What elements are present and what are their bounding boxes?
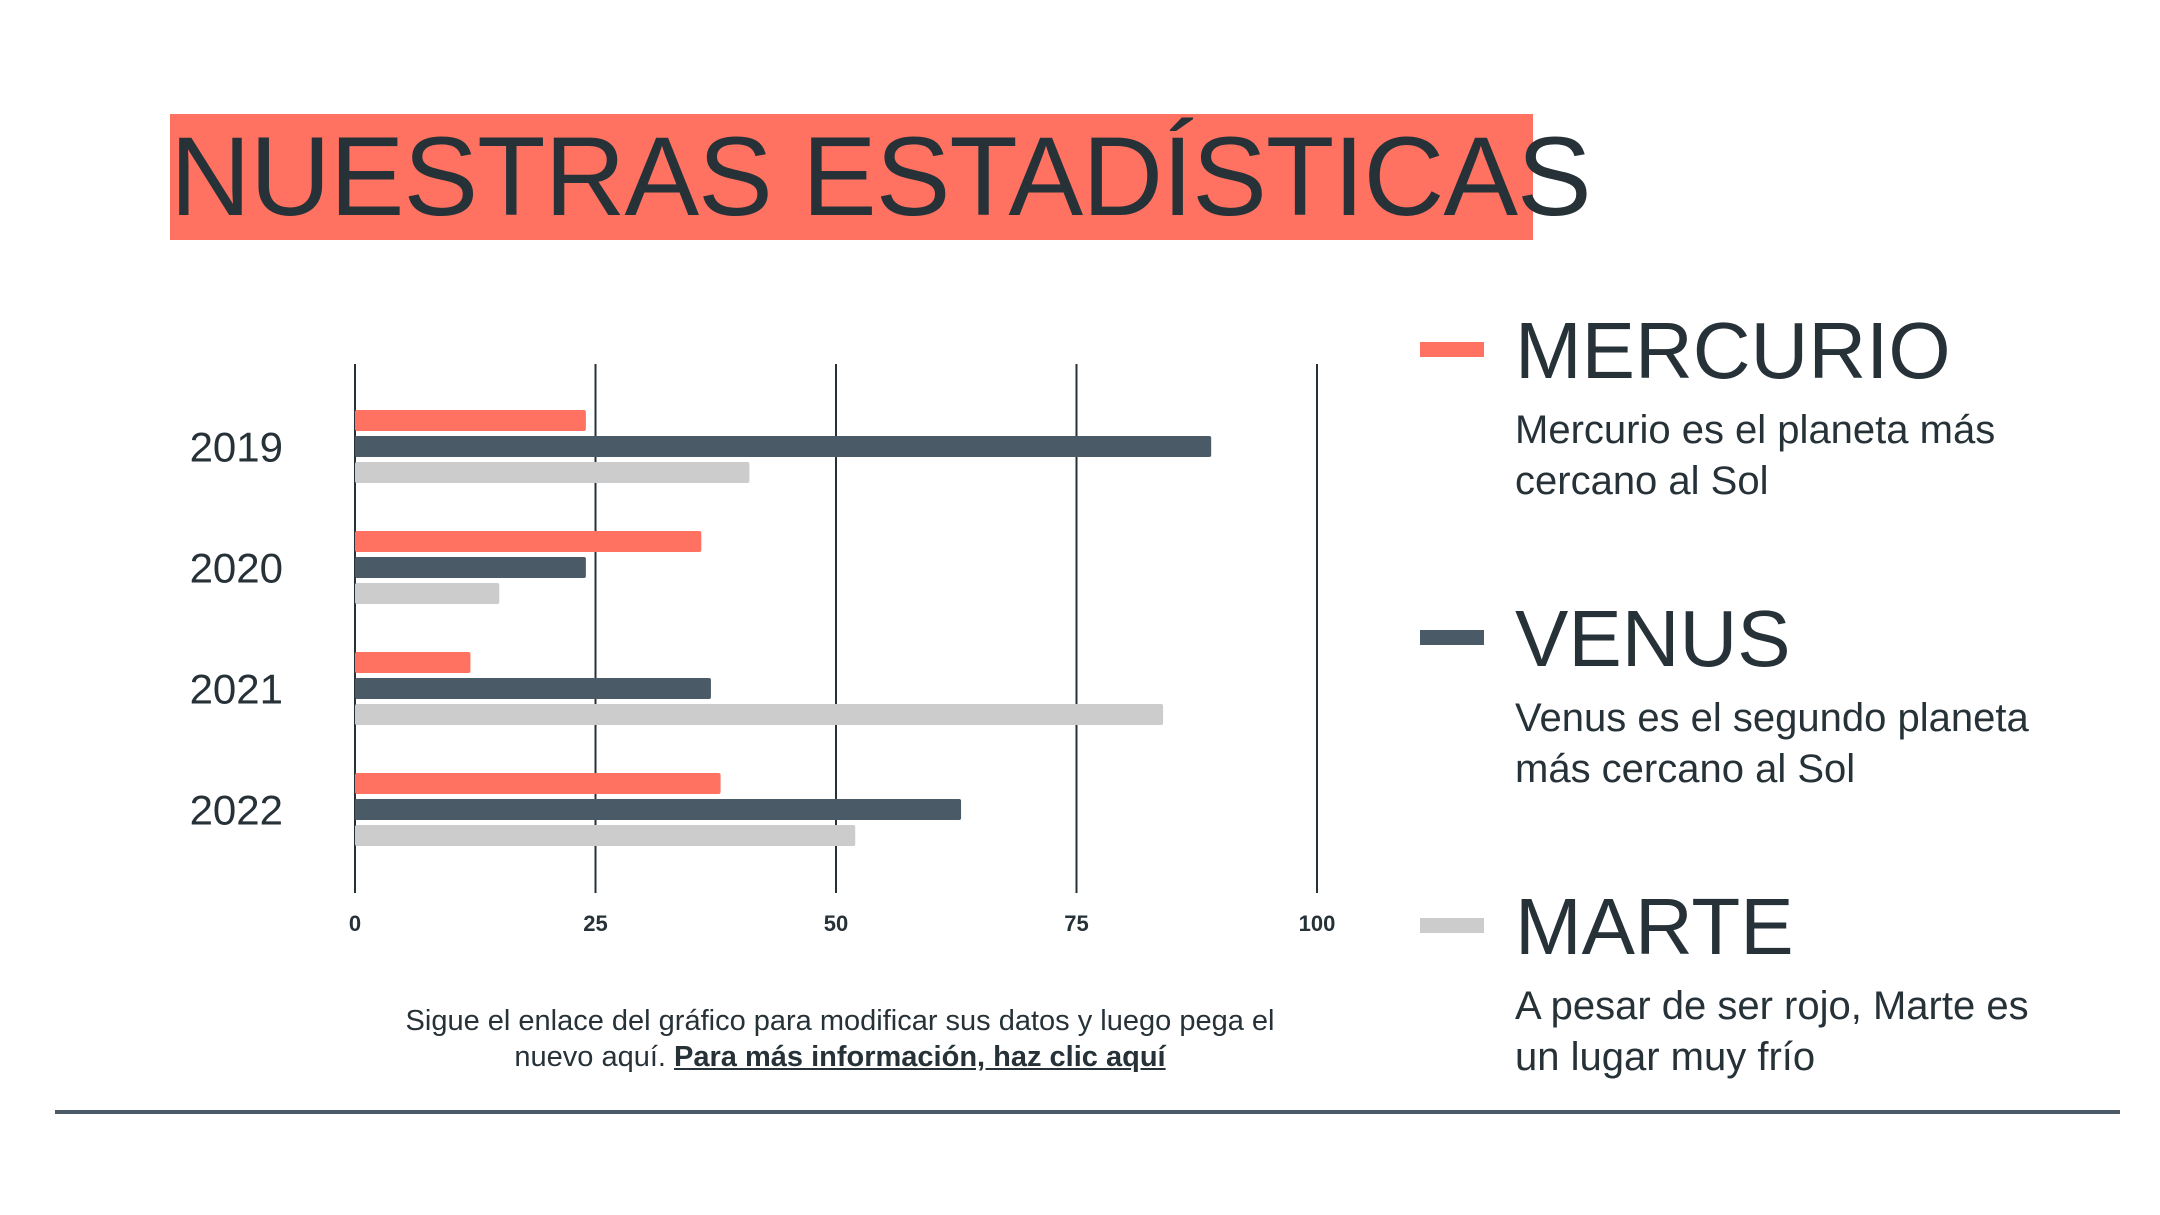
bar-venus-2019 — [355, 436, 1212, 457]
chart-bars — [355, 410, 1212, 846]
bar-venus-2020 — [355, 557, 586, 578]
category-label-2019: 2019 — [190, 424, 283, 471]
bar-marte-2019 — [355, 462, 750, 483]
tick-label-0: 0 — [349, 911, 361, 936]
bar-mercurio-2019 — [355, 410, 586, 431]
bar-mercurio-2021 — [355, 652, 471, 673]
legend-swatch-venus — [1420, 630, 1484, 645]
legend-desc-venus: Venus es el segundo planeta más cercano … — [1515, 696, 2029, 791]
bar-mercurio-2020 — [355, 531, 702, 552]
category-labels: 2019 2020 2021 2022 — [190, 424, 283, 834]
bar-marte-2022 — [355, 825, 856, 846]
tick-label-25: 25 — [583, 911, 607, 936]
legend-desc-marte: A pesar de ser rojo, Marte es un lugar m… — [1515, 984, 2029, 1079]
tick-label-100: 100 — [1299, 911, 1336, 936]
category-label-2020: 2020 — [190, 545, 283, 592]
bar-mercurio-2022 — [355, 773, 721, 794]
tick-label-75: 75 — [1064, 911, 1088, 936]
bar-venus-2022 — [355, 799, 962, 820]
note-text: Sigue el enlace del gráfico para modific… — [405, 1005, 1275, 1073]
category-label-2022: 2022 — [190, 787, 283, 834]
more-info-link[interactable]: Para más información, haz clic aquí — [674, 1041, 1166, 1073]
legend-name-venus: VENUS — [1515, 594, 1791, 683]
bar-venus-2021 — [355, 678, 711, 699]
legend-swatch-marte — [1420, 918, 1484, 933]
bar-marte-2021 — [355, 704, 1164, 725]
bar-marte-2020 — [355, 583, 500, 604]
legend-swatch-mercurio — [1420, 342, 1484, 357]
page-title: NUESTRAS ESTADÍSTICAS — [170, 114, 1592, 239]
tick-label-50: 50 — [824, 911, 848, 936]
bar-chart: 2019 2020 2021 2022 0 25 50 75 100 — [190, 364, 1335, 936]
category-label-2021: 2021 — [190, 666, 283, 713]
title-highlight — [170, 114, 1533, 240]
legend-name-mercurio: MERCURIO — [1515, 306, 1951, 395]
chart-note: Sigue el enlace del gráfico para modific… — [400, 1003, 1280, 1075]
tick-labels: 0 25 50 75 100 — [349, 911, 1335, 936]
bottom-divider — [55, 1110, 2120, 1114]
legend-name-marte: MARTE — [1515, 882, 1794, 971]
legend-desc-mercurio: Mercurio es el planeta más cercano al So… — [1515, 408, 1996, 503]
